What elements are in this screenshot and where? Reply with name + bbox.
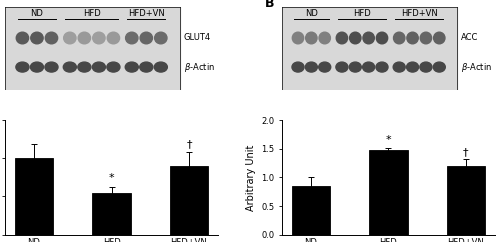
Ellipse shape	[78, 32, 90, 44]
Text: HFD: HFD	[82, 8, 100, 18]
Bar	[446, 166, 486, 235]
Ellipse shape	[154, 62, 168, 72]
Ellipse shape	[434, 62, 446, 72]
Text: ACC: ACC	[461, 33, 478, 43]
Ellipse shape	[420, 62, 432, 72]
Ellipse shape	[16, 32, 28, 44]
Text: $\beta$-Actin: $\beta$-Actin	[461, 60, 492, 74]
Ellipse shape	[107, 32, 120, 44]
Bar	[14, 158, 54, 235]
Ellipse shape	[154, 32, 167, 44]
Ellipse shape	[140, 62, 153, 72]
Text: †: †	[186, 139, 192, 149]
Text: *: *	[108, 174, 114, 183]
Bar	[282, 7, 457, 90]
Ellipse shape	[362, 62, 374, 72]
Ellipse shape	[336, 62, 348, 72]
Ellipse shape	[394, 32, 405, 44]
Ellipse shape	[336, 32, 347, 44]
Ellipse shape	[434, 32, 445, 44]
Text: ND: ND	[30, 8, 44, 18]
Bar	[170, 166, 208, 235]
Ellipse shape	[92, 62, 106, 72]
Ellipse shape	[292, 62, 304, 72]
Ellipse shape	[406, 62, 418, 72]
Text: ND: ND	[305, 8, 318, 18]
Ellipse shape	[125, 62, 138, 72]
Ellipse shape	[393, 62, 405, 72]
Ellipse shape	[319, 32, 330, 44]
Ellipse shape	[92, 32, 105, 44]
Y-axis label: Arbitrary Unit: Arbitrary Unit	[246, 144, 256, 211]
Text: $\beta$-Actin: $\beta$-Actin	[184, 60, 215, 74]
Ellipse shape	[64, 32, 76, 44]
Ellipse shape	[16, 62, 29, 72]
Bar	[92, 193, 131, 235]
Text: †: †	[463, 147, 468, 157]
Ellipse shape	[64, 62, 76, 72]
Ellipse shape	[126, 32, 138, 44]
Text: GLUT4: GLUT4	[184, 33, 211, 43]
Ellipse shape	[350, 32, 361, 44]
Ellipse shape	[306, 62, 318, 72]
Ellipse shape	[45, 62, 58, 72]
Text: HFD+VN: HFD+VN	[401, 8, 438, 18]
Ellipse shape	[407, 32, 418, 44]
Ellipse shape	[318, 62, 330, 72]
Text: B: B	[265, 0, 274, 10]
Ellipse shape	[292, 32, 304, 44]
Ellipse shape	[376, 32, 388, 44]
Bar	[369, 151, 408, 235]
Ellipse shape	[46, 32, 58, 44]
Ellipse shape	[420, 32, 432, 44]
Ellipse shape	[31, 32, 43, 44]
Ellipse shape	[363, 32, 374, 44]
Bar	[292, 186, 331, 235]
Ellipse shape	[306, 32, 317, 44]
Ellipse shape	[107, 62, 120, 72]
Bar	[5, 7, 180, 90]
Ellipse shape	[350, 62, 362, 72]
Ellipse shape	[376, 62, 388, 72]
Ellipse shape	[78, 62, 91, 72]
Ellipse shape	[140, 32, 152, 44]
Text: HFD+VN: HFD+VN	[128, 8, 164, 18]
Text: *: *	[386, 135, 392, 145]
Text: HFD: HFD	[353, 8, 371, 18]
Ellipse shape	[30, 62, 44, 72]
